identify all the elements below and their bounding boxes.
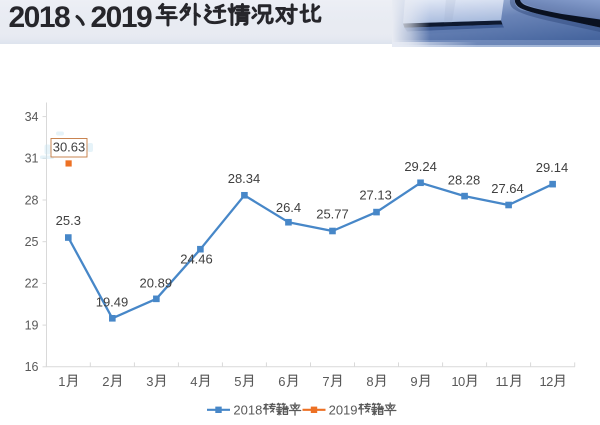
svg-text:5: 5 xyxy=(234,374,241,389)
svg-text:30.63: 30.63 xyxy=(53,140,86,155)
svg-text:27.13: 27.13 xyxy=(359,188,392,203)
svg-text:12: 12 xyxy=(540,374,554,389)
svg-text:16: 16 xyxy=(25,360,39,374)
svg-text:25: 25 xyxy=(25,235,39,249)
svg-text:2019: 2019 xyxy=(91,1,153,34)
svg-text:27.64: 27.64 xyxy=(491,181,524,196)
svg-text:34: 34 xyxy=(25,110,39,124)
svg-text:19: 19 xyxy=(25,318,39,332)
svg-text:26.4: 26.4 xyxy=(276,200,301,215)
svg-text:28: 28 xyxy=(25,193,39,207)
svg-text:10: 10 xyxy=(451,374,465,389)
svg-text:29.14: 29.14 xyxy=(536,160,569,175)
svg-text:19.49: 19.49 xyxy=(96,295,129,310)
svg-text:6: 6 xyxy=(278,374,285,389)
svg-text:24.46: 24.46 xyxy=(180,252,213,267)
svg-text:2018: 2018 xyxy=(9,1,71,34)
svg-text:2018: 2018 xyxy=(233,402,262,417)
svg-text:2019: 2019 xyxy=(329,402,358,417)
svg-text:3: 3 xyxy=(146,374,153,389)
svg-text:7: 7 xyxy=(322,374,329,389)
svg-text:9: 9 xyxy=(410,374,417,389)
svg-text:28.28: 28.28 xyxy=(448,172,481,187)
svg-text:29.24: 29.24 xyxy=(404,159,437,174)
svg-text:8: 8 xyxy=(366,374,373,389)
svg-text:28.34: 28.34 xyxy=(228,171,261,186)
svg-text:31: 31 xyxy=(25,152,39,166)
svg-text:20.89: 20.89 xyxy=(140,275,173,290)
svg-text:25.3: 25.3 xyxy=(56,213,81,228)
svg-text:22: 22 xyxy=(25,277,39,291)
svg-text:25.77: 25.77 xyxy=(316,206,349,221)
svg-text:2: 2 xyxy=(102,374,109,389)
svg-text:11: 11 xyxy=(496,374,509,389)
svg-text:4: 4 xyxy=(190,374,197,389)
svg-text:1: 1 xyxy=(58,374,65,389)
